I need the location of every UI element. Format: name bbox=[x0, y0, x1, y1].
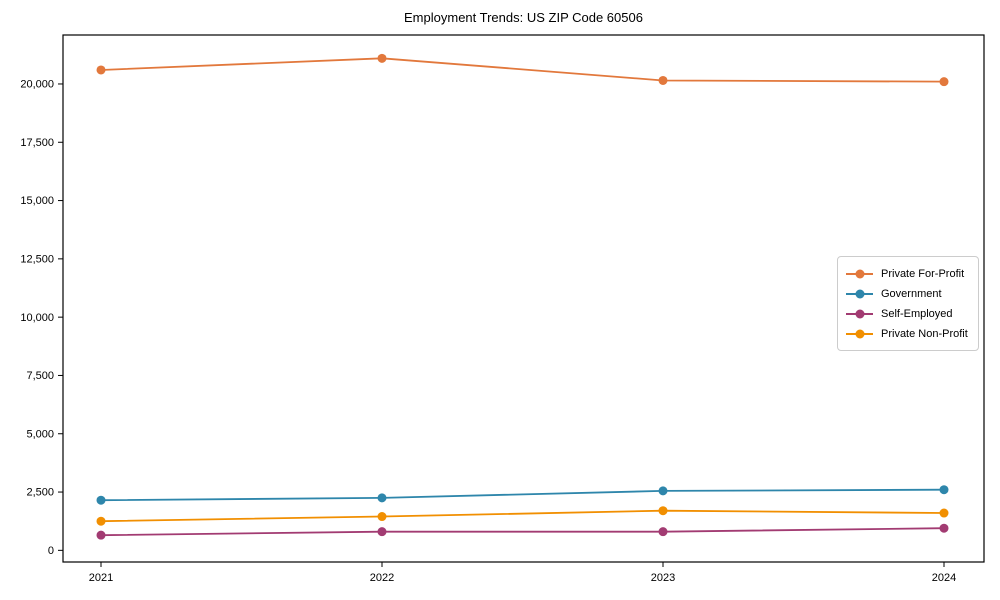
legend-label: Private Non-Profit bbox=[881, 328, 968, 340]
data-point-private-for-profit-2022 bbox=[377, 53, 387, 63]
data-point-private-non-profit-2023 bbox=[658, 506, 668, 516]
data-point-private-non-profit-2021 bbox=[96, 516, 106, 526]
data-point-private-non-profit-2022 bbox=[377, 512, 387, 522]
legend-item: Government bbox=[846, 284, 970, 304]
data-point-private-for-profit-2023 bbox=[658, 75, 668, 85]
y-tick-label: 7,500 bbox=[26, 370, 54, 382]
plot-frame bbox=[62, 34, 985, 563]
y-tick-label: 2,500 bbox=[26, 487, 54, 499]
series-line-self-employed bbox=[100, 527, 945, 537]
legend-item: Private For-Profit bbox=[846, 264, 970, 284]
legend-dot-icon bbox=[855, 309, 864, 319]
y-tick-label: 15,000 bbox=[20, 195, 54, 207]
y-tick-label: 20,000 bbox=[20, 79, 54, 91]
series-line-government bbox=[100, 488, 945, 502]
chart-title: Employment Trends: US ZIP Code 60506 bbox=[404, 10, 643, 25]
data-point-self-employed-2023 bbox=[658, 527, 668, 537]
legend-item: Private Non-Profit bbox=[846, 324, 970, 344]
series-line-private-non-profit bbox=[100, 509, 945, 523]
data-point-government-2022 bbox=[377, 493, 387, 503]
legend-label: Private For-Profit bbox=[881, 268, 965, 280]
legend-line-marker-icon bbox=[846, 269, 873, 279]
legend-label: Government bbox=[881, 288, 942, 300]
legend-item: Self-Employed bbox=[846, 304, 970, 324]
legend-line-marker-icon bbox=[846, 309, 873, 319]
data-point-government-2024 bbox=[939, 485, 949, 495]
y-tick-label: 12,500 bbox=[20, 253, 54, 265]
legend-line-marker-icon bbox=[846, 289, 873, 299]
x-tick-label: 2023 bbox=[651, 572, 675, 584]
data-point-private-non-profit-2024 bbox=[939, 508, 949, 518]
data-point-government-2023 bbox=[658, 486, 668, 496]
y-tick-label: 5,000 bbox=[26, 428, 54, 440]
y-tick-label: 17,500 bbox=[20, 137, 54, 149]
data-point-private-for-profit-2021 bbox=[96, 65, 106, 75]
legend-dot-icon bbox=[855, 269, 864, 279]
legend-label: Self-Employed bbox=[881, 308, 953, 320]
data-point-self-employed-2022 bbox=[377, 527, 387, 537]
x-tick-label: 2022 bbox=[370, 572, 394, 584]
data-point-private-for-profit-2024 bbox=[939, 77, 949, 87]
legend-line-marker-icon bbox=[846, 329, 873, 339]
y-tick-label: 0 bbox=[48, 545, 54, 557]
data-point-self-employed-2021 bbox=[96, 530, 106, 540]
data-point-self-employed-2024 bbox=[939, 523, 949, 533]
x-tick-label: 2024 bbox=[932, 572, 956, 584]
data-point-government-2021 bbox=[96, 495, 106, 505]
series-line-private-for-profit bbox=[100, 57, 945, 83]
legend-dot-icon bbox=[855, 329, 864, 339]
x-tick-label: 2021 bbox=[89, 572, 113, 584]
legend: Private For-Profit Government Self-Employe… bbox=[837, 256, 979, 351]
y-tick-label: 10,000 bbox=[20, 312, 54, 324]
legend-dot-icon bbox=[855, 289, 864, 299]
